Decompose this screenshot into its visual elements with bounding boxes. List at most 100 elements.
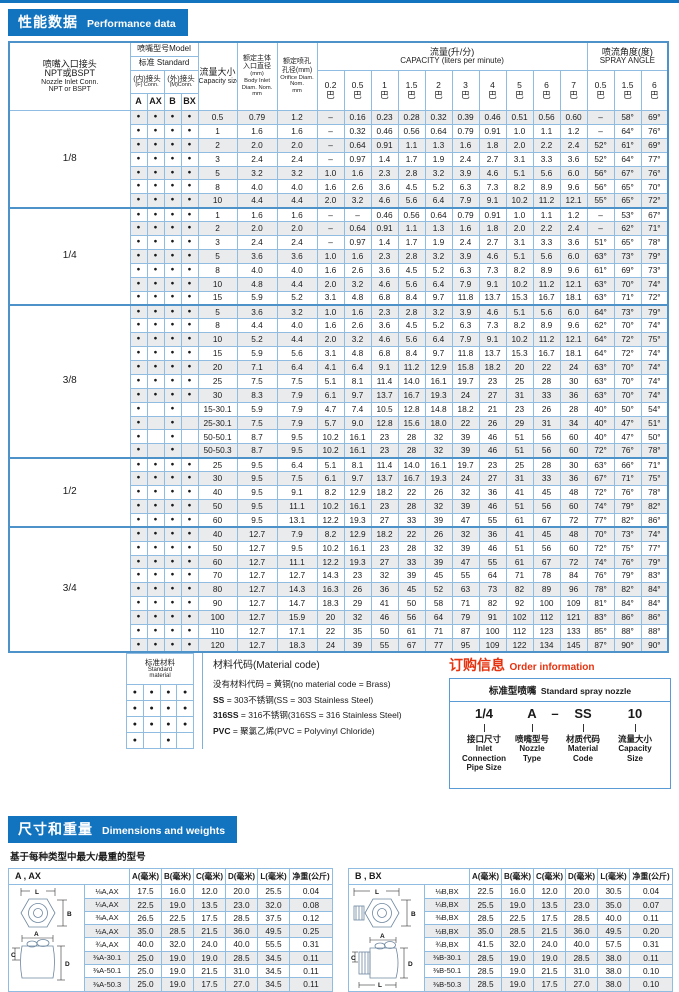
flow-value-cell: 28 [397,443,426,459]
flow-value-cell: 12.1 [559,332,588,348]
flow-value-cell: 32 [424,540,453,556]
flow-value-cell: 102 [505,610,534,625]
spray-angle-cell: 64° [613,151,642,167]
standard-dot-cell: ● [129,610,148,625]
flow-value-cell: 9.7 [343,387,372,403]
body-inlet-diam-cell: 5.2 [236,332,278,348]
standard-dot-cell: ● [129,318,148,334]
flow-value-cell: 3.2 [343,276,372,292]
spray-angle-cell: 40° [586,401,615,417]
flow-value-cell: 1.0 [505,123,534,139]
spray-angle-cell: – [586,110,615,125]
spray-angle-cell: 81° [586,596,615,612]
flow-value-cell: 12.1 [559,276,588,292]
spray-angle-cell: 52° [586,137,615,153]
flow-value-cell: 1.4 [370,235,399,250]
flow-value-cell: 15.3 [505,290,534,306]
pressure-unit: 巴 [488,89,497,100]
flow-value-cell: 36 [478,485,507,500]
standard-dot-cell: ● [163,137,182,153]
col-header-nozzle-inlet: 喷嘴入口接头 NPT或BSPT Nozzle Inlet Conn. NPT o… [8,41,131,111]
orifice-en3: mm [292,87,302,94]
flow-value-cell: 55 [478,512,507,528]
dims-row: L B A C D ⅛A,AX 17.5 16.0 12.0 20.0 25.5 0.04 [8,884,333,992]
material-dot-cell: ● [159,716,178,734]
flow-value-cell: 39 [424,512,453,528]
flow-value-cell: 36 [370,582,399,598]
order-label-en: Size [626,753,644,763]
spray-angle-cell: 65° [613,193,642,209]
flow-value-cell: 9.1 [478,332,507,348]
col-header-pressure: 1.5 巴 [397,70,426,111]
flow-value-cell: 27 [478,471,507,487]
spray-angle-cell: 74° [640,526,669,542]
body-inlet-diam-cell: 2.4 [236,151,278,167]
material-code: 316SS [213,710,239,721]
standard-dot-cell: ● [129,248,148,264]
flow-value-cell: 0.56 [397,206,426,223]
order-part-label: 接口尺寸 Inlet Connection Pipe Size [462,734,506,773]
flow-value-cell: 12.9 [343,526,372,542]
dims-value-cell: 20.0 [225,884,258,899]
flow-value-cell: 71 [451,596,480,612]
standard-dot-cell: ● [129,498,148,514]
flow-value-cell: 8.4 [397,290,426,306]
flow-value-cell: 77 [424,637,453,653]
dims-model-label: ⅜A-50.1 [84,964,130,979]
material-dot-cell [142,732,161,750]
col-header-type-b: B [163,93,182,111]
flow-value-cell: 2.0 [316,193,345,209]
spray-angle-cell: 74° [640,373,669,389]
flow-value-cell: – [316,221,345,237]
order-info-title: 订购信息 Order information [449,655,671,675]
flow-value-cell: 60 [559,443,588,459]
orifice-diam-cell: 1.2 [276,110,318,125]
dims-title-zh: 尺寸和重量 [18,821,93,838]
flow-value-cell: 13.7 [370,471,399,487]
flow-value-cell: 1.9 [424,151,453,167]
dims-value-cell: 40.0 [225,937,258,952]
material-code: PVC [213,725,231,736]
standard-dot-cell: ● [146,610,165,625]
flow-value-cell: 12.1 [559,193,588,209]
dims-value-cell: 23.0 [225,897,258,912]
flow-value-cell: 6.8 [370,346,399,362]
order-code-part: – [551,706,559,722]
flow-value-cell: 46 [478,540,507,556]
flow-value-cell: 30 [559,373,588,389]
flow-value-cell: 18.2 [370,526,399,542]
pressure-unit: 巴 [407,89,416,100]
orifice-diam-cell: 9.5 [276,540,318,556]
flow-value-cell: 24 [559,360,588,375]
orifice-diam-cell: 11.1 [276,498,318,514]
flow-value-cell: 11.4 [370,373,399,389]
flow-value-cell: 6.3 [451,318,480,334]
standard-dot-cell: ● [163,582,182,598]
standard-dot-cell: ● [129,221,148,237]
flow-value-cell: 1.6 [451,221,480,237]
dims-value-cell: 38.0 [597,964,631,979]
spray-angle-cell: 74° [640,360,669,375]
standard-dot-cell: ● [163,471,182,487]
spray-angle-cell: 87° [586,637,615,653]
orifice-diam-cell: 2.0 [276,221,318,237]
perf-header-row-2: 标准 Standard [9,56,668,71]
material-legend-line: 316SS = 316不锈钢(316SS = 316 Stainless Ste… [213,708,402,724]
flow-value-cell: 2.3 [370,248,399,264]
flow-value-cell: 121 [559,610,588,625]
capacity-size-cell: 8 [197,179,238,195]
capacity-size-cell: 10 [197,332,238,348]
flow-value-cell: 4.6 [478,165,507,181]
spray-angle-cell: 73° [640,262,669,278]
flow-value-cell: 1.6 [316,318,345,334]
flow-value-cell: 7.4 [343,401,372,417]
body-inlet-diam-cell: 7.5 [236,373,278,389]
spray-angle-cell: 90° [640,637,669,653]
standard-dot-cell: ● [146,123,165,139]
capacity-size-cell: 10 [197,193,238,209]
capacity-size-zh: 流量大小 [199,67,236,78]
spray-angle-cell: 67° [586,471,615,487]
flow-value-cell: 71 [424,623,453,639]
flow-value-cell: 8.4 [397,346,426,362]
capacity-size-cell: 110 [197,623,238,639]
